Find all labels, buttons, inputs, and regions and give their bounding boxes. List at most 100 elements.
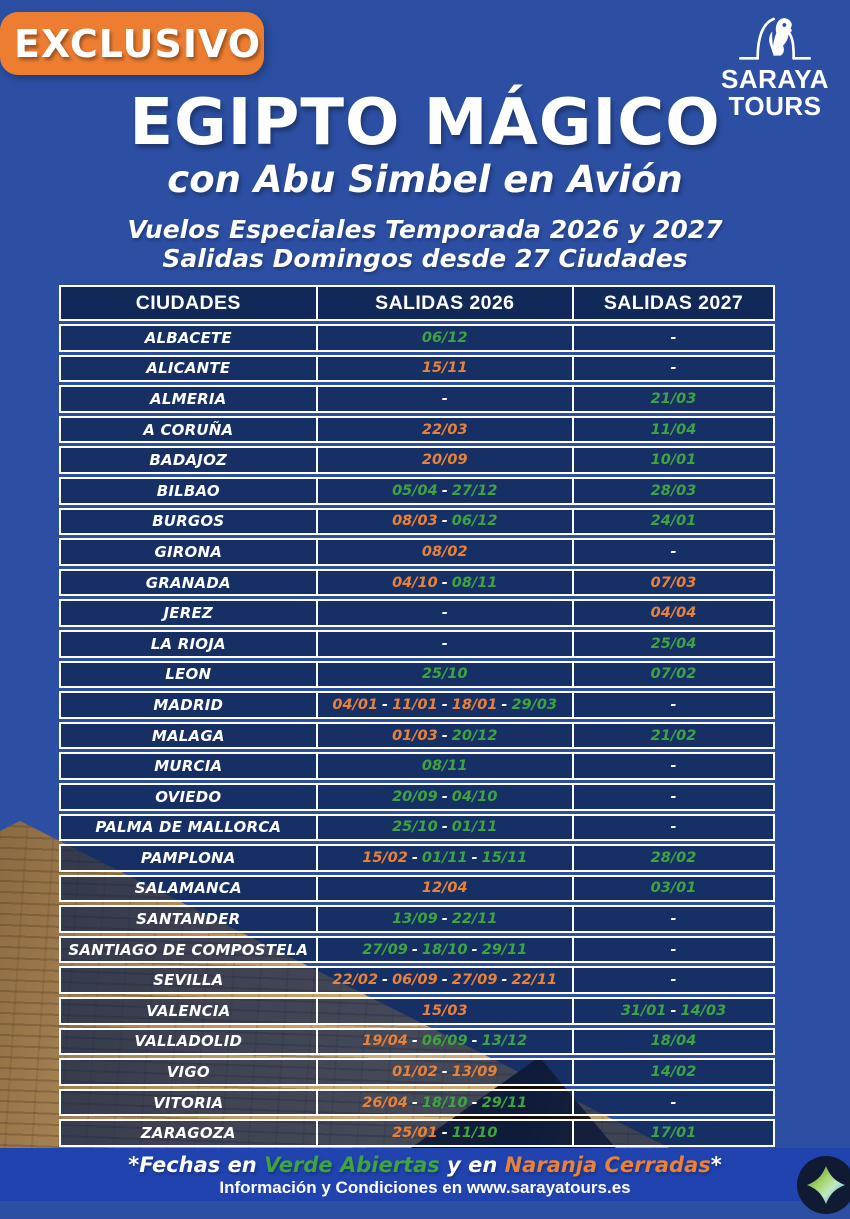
departure-date: 13/09 <box>392 911 438 928</box>
salidas-2026-cell: 04/10-08/11 <box>315 570 574 595</box>
table-row: PAMPLONA 15/02-01/11-15/11 28/02 <box>59 844 775 872</box>
table-row: SANTANDER 13/09-22/11- <box>59 905 775 933</box>
no-departure-marker: - <box>670 758 677 775</box>
no-departure-marker: - <box>441 390 448 407</box>
table-row: MURCIA 08/11 - <box>59 752 775 780</box>
departure-date: 25/04 <box>650 635 697 652</box>
departure-date: 11/01 <box>392 696 438 713</box>
departure-date: 22/03 <box>421 421 468 438</box>
salidas-2027-cell: 03/01 <box>574 877 773 901</box>
departure-date: 08/11 <box>451 574 498 591</box>
salidas-2027-cell: 10/01 <box>574 448 773 472</box>
departure-date: 25/01 <box>392 1125 438 1142</box>
no-departure-marker: - <box>441 635 448 652</box>
departure-date: 22/11 <box>511 972 558 989</box>
departure-date: 28/03 <box>650 482 697 499</box>
city-cell: PAMPLONA <box>140 848 236 867</box>
exclusive-badge-label: EXCLUSIVO <box>14 21 262 66</box>
salidas-2027-cell: 25/04 <box>574 632 773 656</box>
table-row: VITORIA 26/04-18/10-29/11- <box>59 1088 775 1117</box>
date-separator: - <box>441 727 448 744</box>
page-subtitle: con Abu Simbel en Avión <box>167 158 683 202</box>
city-cell: GRANADA <box>145 573 231 592</box>
city-cell: VITORIA <box>153 1093 224 1112</box>
salidas-2026-cell: 04/01-11/01-18/01-29/03 <box>315 693 574 717</box>
table-row: VALENCIA 15/03 31/01-14/03 <box>59 997 775 1025</box>
table-row: MALAGA 01/03-20/12 21/02 <box>59 721 775 750</box>
departure-date: 01/03 <box>392 727 438 744</box>
departure-date: 20/09 <box>421 452 468 469</box>
salidas-2027-cell: 28/02 <box>574 846 773 870</box>
table-row: ALICANTE 15/11 - <box>59 354 775 383</box>
table-row: MADRID 04/01-11/01-18/01-29/03- <box>59 691 775 719</box>
departure-date: 25/10 <box>392 819 438 836</box>
city-cell: BADAJOZ <box>149 451 228 470</box>
departure-date: 01/11 <box>421 849 468 866</box>
salidas-2027-cell: - <box>574 540 773 564</box>
no-departure-marker: - <box>670 941 677 958</box>
website-link[interactable]: Información y Condiciones en www.sarayat… <box>219 1178 631 1197</box>
departure-date: 06/09 <box>421 1033 468 1050</box>
date-separator: - <box>411 1094 418 1111</box>
salidas-2027-cell: - <box>574 754 773 778</box>
salidas-2027-cell: - <box>574 357 773 381</box>
date-separator: - <box>471 1094 478 1111</box>
departure-date: 20/12 <box>451 727 498 744</box>
legend-segment: Naranja Cerradas <box>504 1153 711 1177</box>
departure-date: 15/02 <box>362 849 408 866</box>
departure-date: 22/11 <box>451 911 498 928</box>
salidas-2026-cell: 22/03 <box>315 417 574 442</box>
departure-date: 14/02 <box>650 1064 697 1081</box>
city-cell: SANTIAGO DE COMPOSTELA <box>68 940 309 959</box>
departure-date: 17/01 <box>650 1125 697 1142</box>
no-departure-marker: - <box>670 543 677 560</box>
date-separator: - <box>471 941 478 958</box>
date-separator: - <box>441 911 448 928</box>
city-cell: LEON <box>165 665 212 684</box>
no-departure-marker: - <box>670 329 677 346</box>
salidas-2026-cell: 25/10-01/11 <box>315 815 574 840</box>
salidas-2027-cell: - <box>574 816 773 840</box>
city-cell: A CORUÑA <box>143 420 234 439</box>
page-title: EGIPTO MÁGICO <box>129 86 721 160</box>
no-departure-marker: - <box>670 360 677 377</box>
departure-date: 07/03 <box>650 574 697 591</box>
salidas-2027-cell: 24/01 <box>574 510 773 534</box>
table-row: LA RIOJA - 25/04 <box>59 629 775 658</box>
departure-date: 19/04 <box>362 1033 408 1050</box>
departure-date: 06/09 <box>392 972 438 989</box>
table-rows: ALBACETE 06/12- ALICANTE 15/11- ALMERIA -21/0… <box>59 324 775 1148</box>
logo-text-saraya: SARAYA <box>720 64 829 94</box>
table-row: JEREZ - 04/04 <box>59 599 775 627</box>
departure-date: 03/01 <box>650 880 697 897</box>
departure-date: 07/02 <box>650 666 697 683</box>
table-row: BURGOS 08/03-06/12 24/01 <box>59 507 775 536</box>
departure-date: 05/04 <box>392 482 438 499</box>
date-separator: - <box>501 696 508 713</box>
city-cell: JEREZ <box>163 604 214 623</box>
departure-date: 08/03 <box>392 513 438 530</box>
date-separator: - <box>471 1033 478 1050</box>
salidas-2027-cell: 28/03 <box>574 479 773 503</box>
departure-date: 21/03 <box>650 390 697 407</box>
salidas-2026-cell: 20/09 <box>315 448 574 472</box>
departure-date: 04/01 <box>332 696 379 713</box>
city-cell: SANTANDER <box>136 910 241 929</box>
salidas-2027-cell: - <box>574 326 773 350</box>
date-separator: - <box>670 1002 677 1019</box>
table-row: LEON 25/10 07/02 <box>59 660 775 689</box>
departure-date: 06/12 <box>421 329 468 346</box>
salidas-2026-cell: 01/03-20/12 <box>315 723 574 748</box>
salidas-2027-cell: - <box>574 1091 773 1115</box>
city-cell: GIRONA <box>154 542 223 561</box>
date-separator: - <box>441 972 448 989</box>
salidas-2026-cell: - <box>315 631 574 656</box>
date-separator: - <box>441 696 448 713</box>
departure-date: 06/12 <box>451 513 498 530</box>
salidas-2026-cell: 01/02-13/09 <box>315 1060 574 1084</box>
city-cell: ALBACETE <box>144 328 232 347</box>
city-cell: BURGOS <box>152 512 225 531</box>
date-separator: - <box>471 849 478 866</box>
table-row: SEVILLA 22/02-06/09-27/09-22/11- <box>59 966 775 995</box>
